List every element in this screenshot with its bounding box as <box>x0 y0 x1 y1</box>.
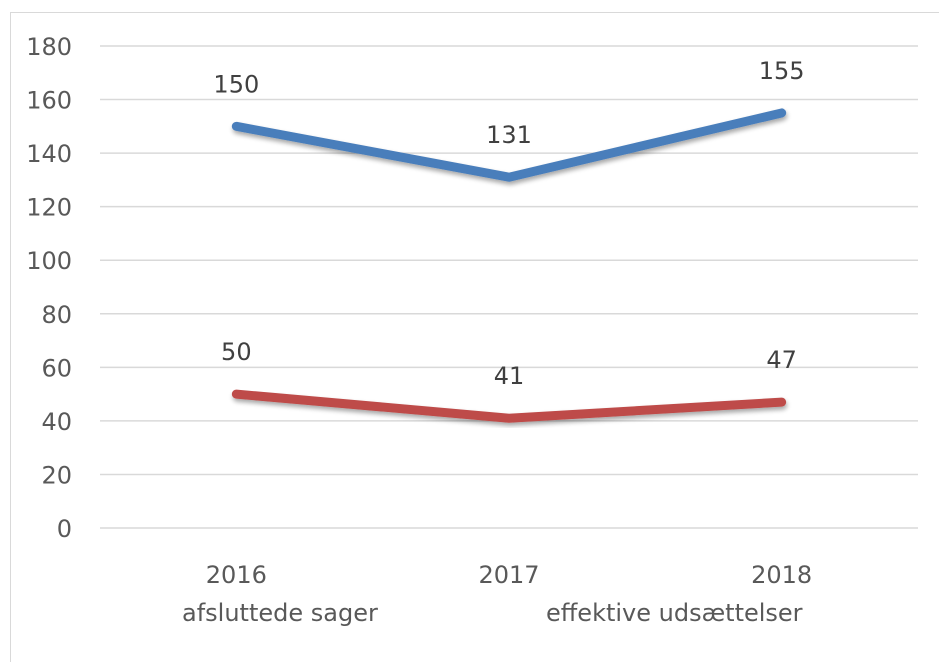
series-lines <box>231 108 787 423</box>
data-labels: 150 131 155 50 41 47 <box>213 57 804 390</box>
y-tick-label: 40 <box>41 408 72 436</box>
gridlines <box>100 45 918 529</box>
y-tick-label: 20 <box>41 461 72 489</box>
legend-label: afsluttede sager <box>182 599 378 627</box>
data-label: 47 <box>766 346 797 374</box>
data-label: 131 <box>486 121 532 149</box>
y-tick-label: 60 <box>41 354 72 382</box>
y-axis-tick-labels: 0 20 40 60 80 100 120 140 160 180 <box>26 33 72 543</box>
x-tick-label: 2016 <box>206 561 267 589</box>
data-label: 155 <box>759 57 805 85</box>
y-tick-label: 140 <box>26 140 72 168</box>
y-tick-label: 180 <box>26 33 72 61</box>
series-line <box>231 389 787 423</box>
y-tick-label: 0 <box>57 515 72 543</box>
x-tick-label: 2018 <box>751 561 812 589</box>
x-tick-label: 2017 <box>478 561 539 589</box>
y-tick-label: 80 <box>41 301 72 329</box>
data-label: 150 <box>213 70 259 98</box>
chart-frame <box>10 12 939 662</box>
y-tick-label: 100 <box>26 247 72 275</box>
x-axis-tick-labels: 2016 2017 2018 <box>206 561 812 589</box>
y-tick-label: 120 <box>26 194 72 222</box>
series-line <box>231 108 787 182</box>
cropped-title-strip <box>0 0 941 6</box>
legend-label: effektive udsættelser <box>546 599 803 627</box>
data-label: 41 <box>494 362 525 390</box>
legend: afsluttede sager effektive udsættelser <box>103 599 803 627</box>
data-label: 50 <box>221 338 252 366</box>
y-tick-label: 160 <box>26 87 72 115</box>
